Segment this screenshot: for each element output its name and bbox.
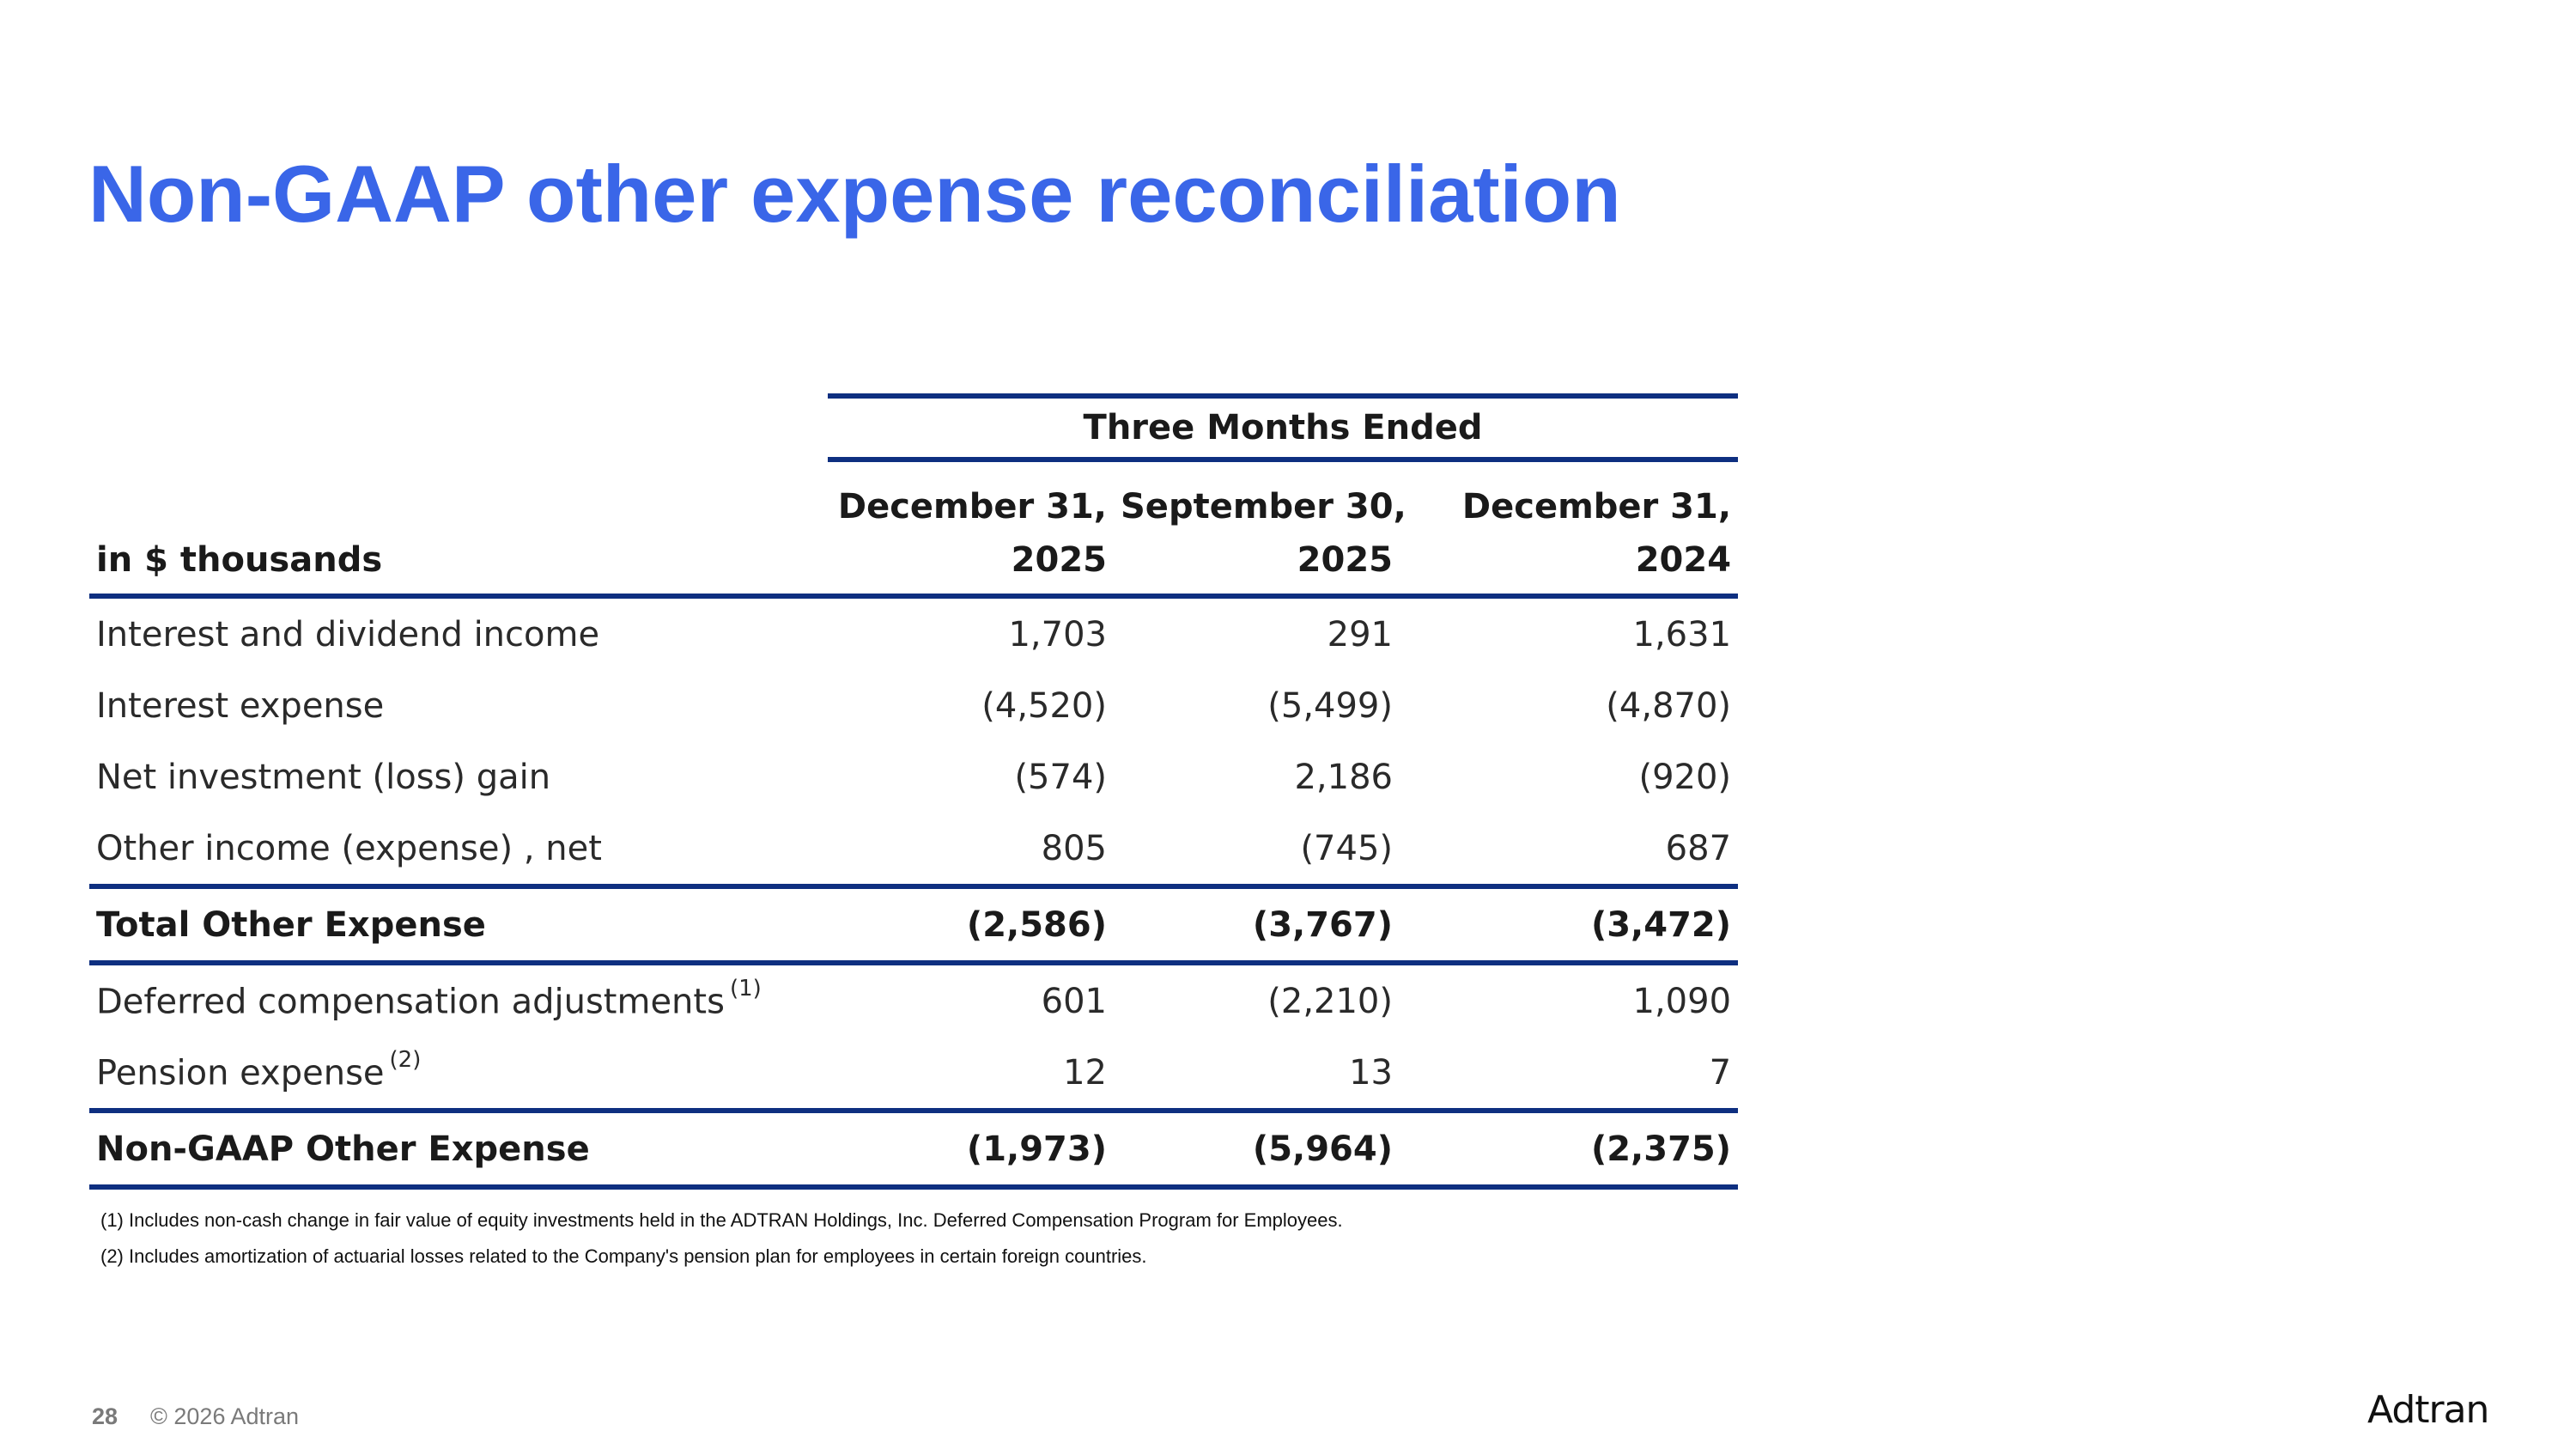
- reconciliation-table: Three Months Ended December 31, Septembe…: [89, 393, 1739, 1190]
- table-row: Deferred compensation adjustments (1) 601…: [89, 963, 1738, 1037]
- cell-value: (2,210): [1267, 981, 1393, 1021]
- row-label: Interest and dividend income: [96, 614, 600, 654]
- column-year-1: 2025: [828, 527, 1114, 599]
- table-row: Net investment (loss) gain (574) 2,186 (…: [89, 741, 1738, 813]
- header-row-years: in $ thousands 2025 2025 2024: [89, 527, 1739, 599]
- cell-value: (574): [1014, 757, 1107, 797]
- cell-value: 7: [1400, 1037, 1739, 1113]
- total-row: Total Other Expense (2,586) (3,767) (3,4…: [89, 886, 1739, 965]
- cell-value: 1,090: [1632, 981, 1732, 1021]
- cell-value: 12: [828, 1037, 1114, 1113]
- cell-value: 1,631: [1632, 614, 1732, 654]
- reconciliation-table-container: Three Months Ended December 31, Septembe…: [89, 393, 1739, 1190]
- unit-label: in $ thousands: [89, 527, 828, 599]
- cell-value: 1,703: [1008, 614, 1107, 654]
- footnotes: (1) Includes non-cash change in fair val…: [100, 1208, 1343, 1280]
- footnote-1: (1) Includes non-cash change in fair val…: [100, 1209, 1343, 1231]
- page-title: Non-GAAP other expense reconciliation: [88, 149, 1621, 239]
- group-header: Three Months Ended: [828, 393, 1739, 462]
- table-row: Pension expense (2) 12 13 7: [89, 1037, 1739, 1113]
- column-date-1: December 31,: [837, 487, 1107, 527]
- row-label: Deferred compensation adjustments: [96, 982, 725, 1022]
- row-label: Pension expense: [96, 1053, 385, 1093]
- column-date-2: September 30,: [1121, 487, 1406, 527]
- cell-value: (5,964): [1114, 1111, 1400, 1190]
- cell-value: 291: [1327, 614, 1393, 654]
- adtran-logo: Adtran: [2367, 1388, 2489, 1432]
- header-row-group: Three Months Ended: [89, 393, 1739, 462]
- cell-value: (2,586): [828, 886, 1114, 965]
- table-row: Other income (expense) , net 805 (745) 6…: [89, 813, 1739, 889]
- cell-value: (2,375): [1400, 1111, 1739, 1190]
- row-label: Interest expense: [96, 685, 385, 726]
- cell-value: 805: [828, 813, 1114, 889]
- cell-value: (920): [1638, 757, 1732, 797]
- footnote-2: (2) Includes amortization of actuarial l…: [100, 1245, 1147, 1267]
- cell-value: 687: [1400, 813, 1739, 889]
- footnote-marker: (2): [389, 1046, 422, 1073]
- cell-value: (5,499): [1267, 685, 1393, 726]
- cell-value: (4,520): [981, 685, 1107, 726]
- header-row-dates: December 31, September 30, December 31,: [89, 460, 1738, 527]
- row-label: Net investment (loss) gain: [96, 757, 551, 797]
- column-year-3: 2024: [1400, 527, 1739, 599]
- cell-value: 601: [1041, 981, 1107, 1021]
- svg-text:Adtran: Adtran: [2367, 1388, 2488, 1432]
- copyright: © 2026 Adtran: [150, 1403, 300, 1429]
- page-number: 28: [92, 1403, 118, 1429]
- row-label: Non-GAAP Other Expense: [89, 1111, 828, 1190]
- table-row: Interest expense (4,520) (5,499) (4,870): [89, 670, 1738, 741]
- row-label: Other income (expense) , net: [89, 813, 828, 889]
- footnote-marker: (1): [729, 975, 762, 1002]
- cell-value: (1,973): [828, 1111, 1114, 1190]
- column-year-2: 2025: [1114, 527, 1400, 599]
- row-label: Total Other Expense: [89, 886, 828, 965]
- cell-value: (745): [1114, 813, 1400, 889]
- column-date-3: December 31,: [1461, 487, 1732, 527]
- cell-value: 13: [1114, 1037, 1400, 1113]
- cell-value: (3,472): [1400, 886, 1739, 965]
- cell-value: (3,767): [1114, 886, 1400, 965]
- cell-value: (4,870): [1606, 685, 1732, 726]
- cell-value: 2,186: [1294, 757, 1393, 797]
- table-row: Interest and dividend income 1,703 291 1…: [89, 596, 1738, 670]
- non-gaap-total-row: Non-GAAP Other Expense (1,973) (5,964) (…: [89, 1111, 1739, 1190]
